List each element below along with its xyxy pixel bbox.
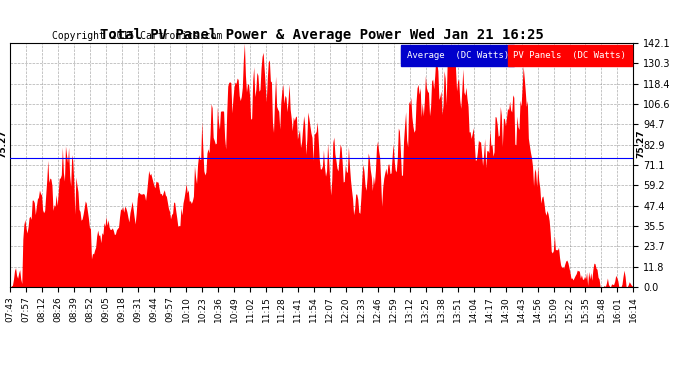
Text: Copyright 2015 Cartronics.com: Copyright 2015 Cartronics.com	[52, 32, 222, 41]
Text: 75.27: 75.27	[0, 129, 7, 158]
Title: Total PV Panel Power & Average Power Wed Jan 21 16:25: Total PV Panel Power & Average Power Wed…	[100, 28, 544, 42]
Text: 75.27: 75.27	[637, 129, 646, 158]
Legend: Average  (DC Watts), PV Panels  (DC Watts): Average (DC Watts), PV Panels (DC Watts)	[402, 48, 629, 63]
